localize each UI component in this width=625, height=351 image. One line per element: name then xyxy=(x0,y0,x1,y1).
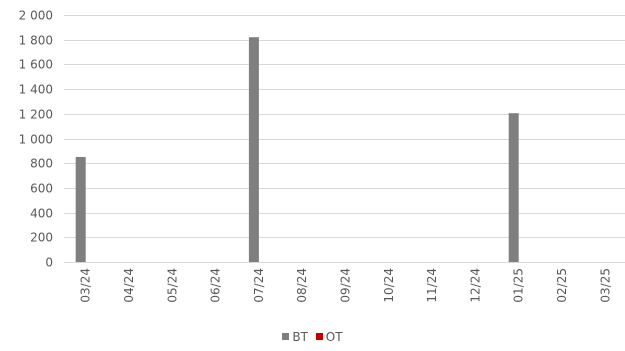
y-tick-label: 400 xyxy=(30,207,53,221)
x-tick-label: 12/24 xyxy=(468,268,482,303)
y-tick-label: 2 000 xyxy=(19,9,53,23)
legend: BT OT xyxy=(0,329,625,344)
y-tick-label: 600 xyxy=(30,182,53,196)
x-tick-label: 04/24 xyxy=(122,268,136,303)
y-tick-label: 1 200 xyxy=(19,108,53,122)
y-tick-label: 200 xyxy=(30,231,53,245)
legend-item-bt: BT xyxy=(282,330,308,344)
y-tick-label: 800 xyxy=(30,157,53,171)
bars xyxy=(75,37,519,263)
y-tick-label: 1 400 xyxy=(19,83,53,97)
bar-bt xyxy=(75,157,86,262)
legend-swatch-ot xyxy=(315,333,323,340)
x-tick-label: 10/24 xyxy=(382,268,396,303)
legend-swatch-bt xyxy=(282,333,290,340)
x-tick-label: 09/24 xyxy=(339,268,353,303)
x-tick-label: 08/24 xyxy=(295,268,309,303)
bar-bt xyxy=(248,37,259,263)
x-tick-label: 05/24 xyxy=(165,268,179,303)
legend-label-bt: BT xyxy=(292,329,308,344)
x-tick-label: 11/24 xyxy=(425,268,439,303)
legend-label-ot: OT xyxy=(325,329,343,344)
y-tick-label: 1 600 xyxy=(19,58,53,72)
x-tick-label: 01/25 xyxy=(512,268,526,303)
y-tick-label: 0 xyxy=(45,256,53,270)
x-tick-label: 02/25 xyxy=(555,268,569,303)
y-tick-label: 1 000 xyxy=(19,133,53,147)
bar-bt xyxy=(508,113,519,262)
grid-lines xyxy=(64,15,625,238)
x-tick-label: 03/24 xyxy=(79,268,93,303)
legend-item-ot: OT xyxy=(315,329,343,344)
y-tick-label: 1 800 xyxy=(19,34,53,48)
y-axis: 0 200 400 600 800 1 000 1 200 1 400 1 600 1 800 2 … xyxy=(19,9,53,270)
x-tick-labels: 03/24 04/24 05/24 06/24 07/24 08/24 09/24 10/24… xyxy=(79,268,613,303)
x-tick-label: 07/24 xyxy=(252,268,266,303)
x-tick-label: 06/24 xyxy=(209,268,223,303)
x-tick-label: 03/25 xyxy=(598,268,612,303)
